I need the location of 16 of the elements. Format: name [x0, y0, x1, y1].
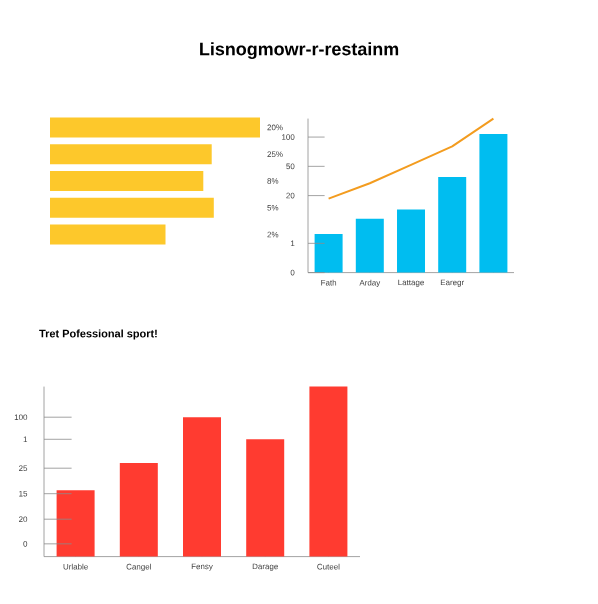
text: Lisnogmowr-r-restainm: [200, 42, 399, 60]
bar: [314, 234, 343, 273]
bar: [183, 417, 221, 557]
bar: [309, 386, 348, 557]
bar: [50, 224, 166, 245]
bar: [50, 144, 212, 165]
bar: [50, 117, 260, 138]
bar: [246, 439, 285, 557]
bar: [50, 197, 214, 218]
bar: [56, 490, 95, 557]
bar: [397, 209, 426, 273]
bar: [479, 133, 508, 273]
bar: [355, 218, 384, 273]
bar: [50, 170, 204, 191]
bar: [119, 463, 158, 557]
bar: [438, 177, 467, 273]
